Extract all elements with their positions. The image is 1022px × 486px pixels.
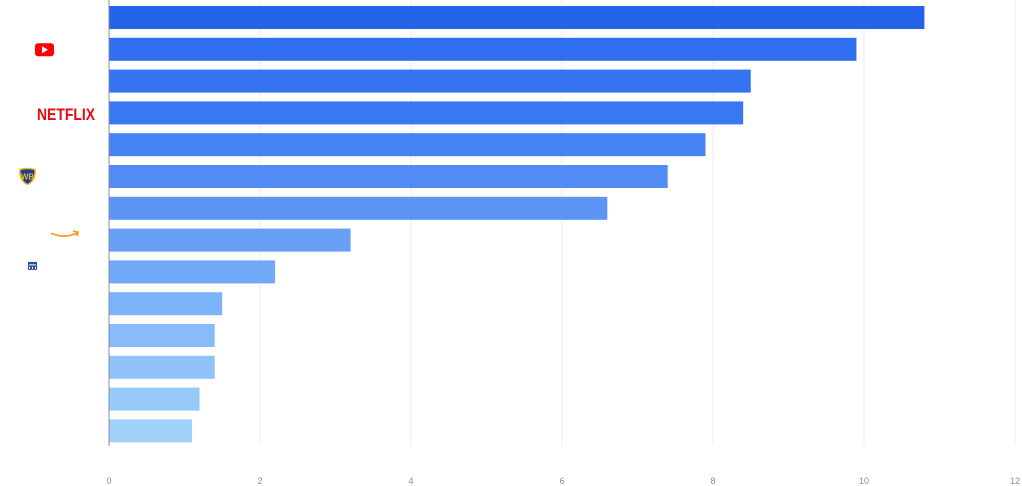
warner-bros-logo: WB <box>19 167 36 186</box>
bar <box>109 419 193 443</box>
youtube-logo <box>35 43 54 57</box>
svg-text:NETFLIX: NETFLIX <box>37 105 96 124</box>
bar <box>109 133 706 157</box>
bar <box>109 101 744 125</box>
x-tick-label: 8 <box>710 476 715 486</box>
bar <box>109 292 223 316</box>
x-tick-label: 2 <box>257 476 262 486</box>
building-logo <box>28 261 37 270</box>
bar <box>109 69 751 93</box>
bar <box>109 6 925 29</box>
bar <box>109 228 351 252</box>
amazon-logo <box>50 230 79 237</box>
x-tick-label: 12 <box>1010 476 1020 486</box>
bar <box>109 355 215 379</box>
bar <box>109 165 668 188</box>
bar <box>109 324 215 347</box>
x-tick-label: 4 <box>408 476 413 486</box>
bar <box>109 37 857 61</box>
bar <box>109 196 608 220</box>
bar <box>109 387 200 411</box>
netflix-logo: NETFLIX <box>37 105 96 124</box>
bar <box>109 260 276 284</box>
svg-text:WB: WB <box>21 173 35 182</box>
x-tick-label: 0 <box>106 476 111 486</box>
x-tick-label: 10 <box>859 476 869 486</box>
x-tick-label: 6 <box>559 476 564 486</box>
